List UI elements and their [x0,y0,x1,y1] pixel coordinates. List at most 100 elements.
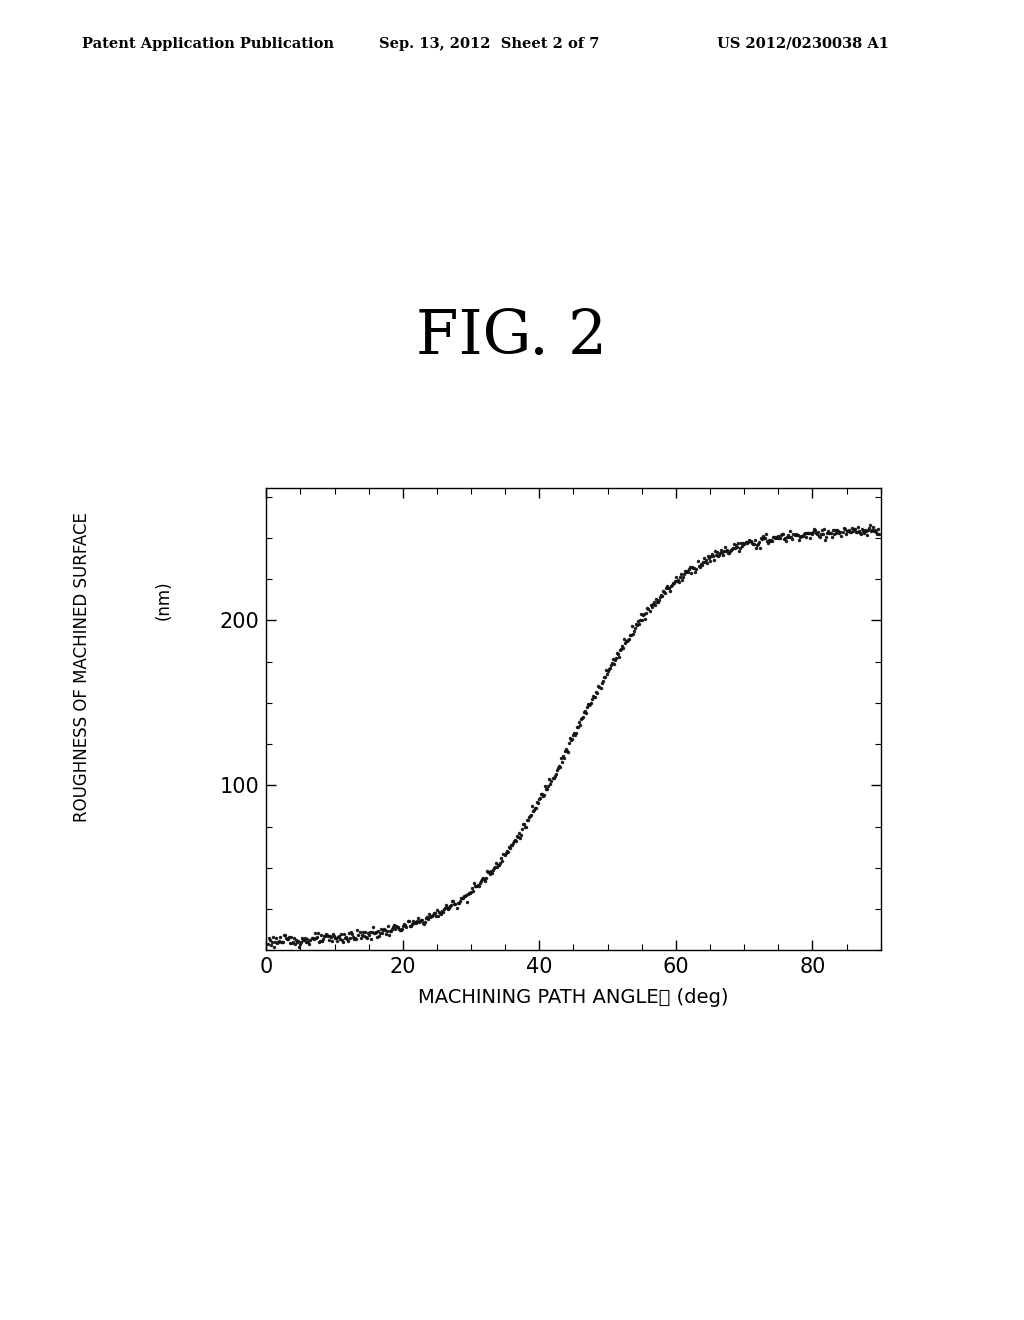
Point [542,768,558,789]
Point [262,935,279,956]
Point [260,928,276,949]
Point [631,612,647,634]
Point [518,817,535,838]
Point [369,927,385,948]
Point [477,870,494,891]
Point [849,521,865,543]
Point [523,804,540,825]
Point [294,927,310,948]
Point [786,525,803,546]
Point [312,924,329,945]
Point [298,931,314,952]
Point [508,830,524,851]
Point [287,933,303,954]
Point [592,677,608,698]
Point [843,521,859,543]
Point [823,523,840,544]
Point [717,537,733,558]
Point [507,829,523,850]
Point [820,520,837,541]
Point [824,527,841,548]
Point [465,880,481,902]
Point [387,919,403,940]
Point [595,667,611,688]
Point [611,639,628,660]
Point [589,682,605,704]
Point [302,929,318,950]
Point [749,535,765,556]
Point [540,779,556,800]
Point [817,529,834,550]
Point [437,898,454,919]
Point [402,916,419,937]
Point [403,913,420,935]
Point [799,523,815,544]
Point [439,896,456,917]
Point [367,923,383,944]
Point [742,531,759,552]
Point [271,927,288,948]
Point [691,556,708,577]
Point [399,911,416,932]
Point [680,561,696,582]
Point [467,875,483,896]
Point [696,552,713,573]
Point [376,919,392,940]
Point [809,523,825,544]
Point [613,636,630,657]
Point [282,932,298,953]
Point [412,911,428,932]
Point [725,537,741,558]
Point [830,521,847,543]
Point [760,533,776,554]
Point [276,924,293,945]
Point [368,921,384,942]
Point [714,541,730,562]
Point [678,561,694,582]
Point [596,667,612,688]
Point [537,784,553,805]
Point [416,913,432,935]
Point [261,929,278,950]
Point [612,638,629,659]
Point [492,854,508,875]
Point [616,632,633,653]
Point [711,544,727,565]
Point [292,933,308,954]
Point [357,927,374,948]
Text: FIG. 2: FIG. 2 [417,306,607,367]
Point [764,531,780,552]
Point [620,630,636,651]
Point [833,521,849,543]
Point [281,927,297,948]
Point [780,525,797,546]
Point [462,882,478,903]
Point [297,928,313,949]
Point [470,874,486,895]
Point [686,558,702,579]
Point [608,643,625,664]
Point [829,519,846,540]
Point [605,653,622,675]
Point [599,660,615,681]
Point [766,527,782,548]
Point [316,925,333,946]
Point [325,924,341,945]
Point [757,527,773,548]
Point [858,520,874,541]
Point [464,878,480,899]
Point [729,537,745,558]
Point [639,597,655,618]
Point [550,758,566,779]
Point [774,524,791,545]
Point [860,519,877,540]
Point [476,869,493,890]
Point [633,603,649,624]
Point [381,924,397,945]
Point [746,529,763,550]
Point [438,894,455,915]
Point [341,923,357,944]
Point [295,929,311,950]
Point [828,521,845,543]
Point [718,540,734,561]
